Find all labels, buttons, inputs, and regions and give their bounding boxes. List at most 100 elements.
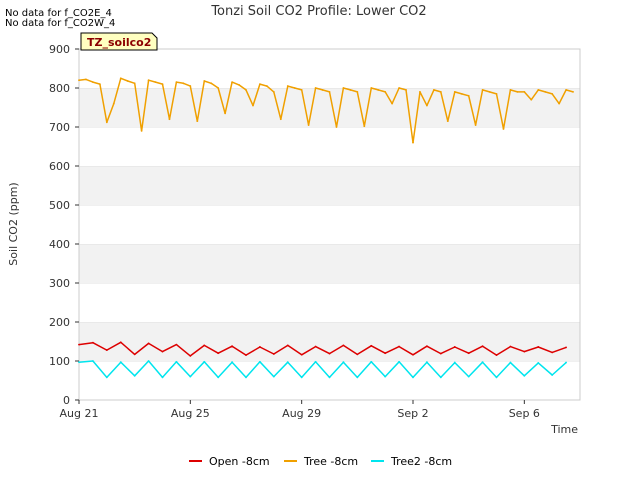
data-point [426, 104, 428, 107]
data-point [98, 83, 101, 85]
no-data-message-co2e: No data for f_CO2E_4 [5, 8, 112, 19]
data-point [328, 91, 331, 93]
data-point [446, 120, 449, 123]
data-point [342, 87, 345, 89]
legend-label: Tree -8cm [303, 455, 358, 468]
data-point [502, 128, 505, 130]
data-point [161, 83, 164, 85]
data-point [245, 376, 247, 379]
data-point [509, 89, 512, 91]
data-point [105, 376, 108, 379]
data-point [481, 89, 484, 91]
grid-band [79, 205, 580, 244]
data-point [495, 354, 498, 357]
data-point [342, 361, 345, 364]
data-point [363, 125, 366, 128]
data-point [467, 375, 470, 378]
x-axis-label: Time [550, 423, 578, 436]
data-point [398, 87, 400, 89]
data-point [147, 342, 150, 345]
data-point [523, 91, 526, 93]
data-point [426, 345, 428, 348]
grid-bands [79, 48, 580, 400]
data-point [168, 118, 171, 121]
data-point [85, 78, 87, 81]
data-point [558, 102, 561, 105]
data-point [245, 89, 247, 91]
data-point [509, 361, 512, 364]
data-point [119, 77, 122, 80]
data-point [300, 376, 303, 379]
data-point [175, 360, 178, 363]
data-point [356, 353, 359, 356]
y-tick-label: 500 [49, 199, 70, 212]
data-point [189, 355, 192, 357]
data-point [370, 344, 373, 347]
plot-area-border [78, 48, 581, 401]
y-tick-label: 900 [49, 43, 70, 56]
data-point [175, 81, 178, 84]
data-point [92, 360, 94, 362]
data-point [349, 89, 352, 91]
data-point [537, 362, 540, 364]
grid-band [79, 361, 580, 400]
data-point [412, 376, 414, 379]
data-point [537, 89, 540, 91]
data-point [231, 345, 233, 348]
series-tree-8cm [78, 77, 574, 144]
data-point [551, 374, 554, 376]
data-point [384, 375, 387, 378]
data-point [105, 121, 108, 124]
data-point [495, 376, 498, 379]
legend: Open -8cm Tree -8cm Tree2 -8cm [189, 455, 452, 468]
data-point [78, 79, 80, 82]
data-point [133, 353, 136, 356]
data-point [398, 345, 400, 348]
data-point [105, 349, 108, 351]
data-point [356, 91, 359, 93]
data-point [210, 82, 213, 85]
data-point [112, 102, 115, 105]
series-line-open-8cm [78, 341, 567, 357]
x-tick-label: Sep 2 [397, 407, 428, 420]
data-point [307, 124, 310, 126]
data-point [328, 376, 331, 379]
grid-band [79, 244, 580, 283]
site-tag: TZ_soilco2 [80, 32, 158, 51]
data-point [439, 376, 442, 379]
data-point [279, 118, 282, 121]
y-tick-label: 700 [49, 121, 70, 134]
no-data-message-co2w: No data for f_CO2W_4 [5, 18, 116, 29]
data-point [391, 102, 394, 105]
data-point [523, 350, 526, 353]
data-point [140, 130, 143, 132]
data-point [203, 344, 206, 347]
data-point [300, 353, 303, 356]
data-point [92, 341, 94, 344]
data-point [182, 82, 185, 85]
data-point [217, 376, 220, 379]
data-point [314, 87, 317, 89]
data-point [565, 361, 567, 364]
data-point [92, 81, 94, 84]
legend-item-open-8cm: Open -8cm [189, 455, 270, 468]
data-point [231, 361, 233, 364]
y-tick-label: 0 [63, 394, 70, 407]
data-point [551, 92, 554, 95]
legend-label: Open -8cm [209, 455, 270, 468]
data-point [272, 353, 275, 355]
data-point [342, 344, 345, 347]
data-point [537, 346, 540, 348]
data-point [370, 87, 373, 89]
data-point [147, 79, 150, 82]
data-point [474, 124, 477, 126]
data-point [495, 92, 498, 95]
data-point [238, 83, 240, 86]
data-point [467, 352, 470, 355]
data-point [245, 354, 247, 357]
y-tick-label: 800 [49, 82, 70, 95]
data-point [259, 83, 261, 85]
data-point [439, 352, 442, 355]
data-point [426, 361, 428, 364]
